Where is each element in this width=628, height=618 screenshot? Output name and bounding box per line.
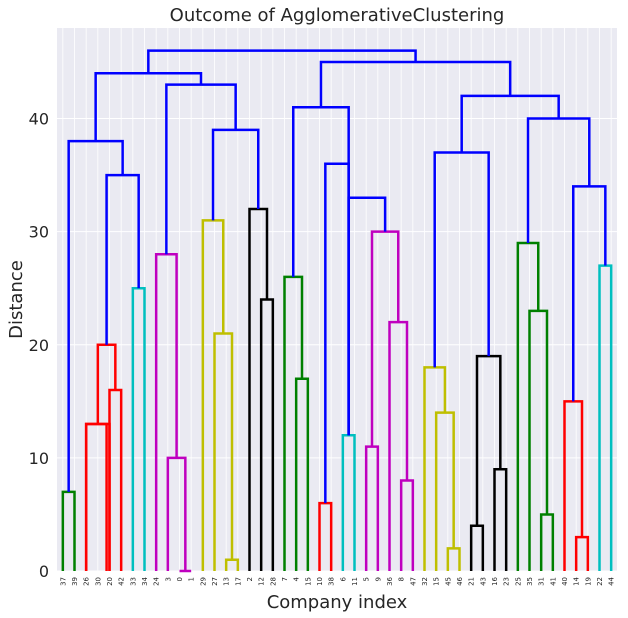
x-tick-label: 19: [584, 577, 592, 586]
x-tick-label: 31: [538, 577, 546, 586]
dendrogram-link: [224, 558, 240, 571]
dendrogram-link: [528, 309, 549, 571]
y-axis-label: Distance: [6, 260, 27, 339]
x-tick-label: 10: [316, 577, 324, 586]
x-tick-label: 41: [549, 577, 557, 586]
x-tick-label: 33: [129, 577, 137, 586]
dendrogram-link: [598, 264, 613, 571]
x-tick-label: 28: [269, 577, 277, 586]
x-tick-label: 0: [176, 577, 184, 581]
x-tick-label: 17: [234, 577, 242, 586]
y-tick-label: 20: [29, 336, 49, 355]
x-tick-label: 40: [561, 577, 569, 586]
dendrogram-link: [364, 445, 380, 571]
x-tick-label: 1: [188, 577, 196, 581]
x-tick-label: 26: [83, 576, 91, 585]
dendrogram-link: [433, 151, 490, 368]
y-tick-label: 0: [39, 562, 49, 581]
x-axis-label: Company index: [267, 592, 408, 613]
x-tick-label: 13: [223, 577, 231, 586]
x-tick-label: 34: [141, 576, 149, 585]
x-tick-label: 24: [153, 576, 161, 585]
x-tick-label: 30: [94, 577, 102, 586]
dendrogram-links: [61, 49, 613, 573]
x-tick-label: 42: [118, 577, 126, 586]
dendrogram-link: [105, 173, 140, 345]
x-tick-label: 25: [514, 577, 522, 586]
x-tick-label: 11: [351, 577, 359, 586]
y-tick-label: 10: [29, 449, 49, 468]
x-tick-label: 38: [328, 577, 336, 586]
dendrogram-link: [539, 513, 555, 571]
x-tick-label: 27: [211, 577, 219, 586]
x-tick-label: 9: [374, 577, 382, 581]
x-tick-label: 3: [164, 577, 172, 581]
x-tick-label: 45: [444, 577, 452, 586]
dendrogram-link: [574, 535, 590, 571]
x-tick-label: 7: [281, 577, 289, 581]
x-tick-label: 22: [596, 577, 604, 586]
y-tick-label: 40: [29, 110, 49, 129]
y-tick-labels: 0 10 20 30 40: [29, 110, 49, 582]
x-tick-label: 15: [304, 577, 312, 586]
x-tick-label: 29: [199, 577, 207, 586]
x-tick-label: 23: [503, 577, 511, 586]
x-tick-label: 47: [409, 577, 417, 586]
x-tick-label: 43: [479, 577, 487, 586]
dendrogram-link: [294, 377, 310, 571]
dendrogram-link: [563, 400, 584, 571]
x-tick-labels: 37 39 26 30 20 42 33 34 24 3 0 1 29 27 13 17 2 12 28 7 4 15 10…: [59, 576, 615, 585]
dendrogram-link: [516, 241, 540, 571]
x-tick-label: 2: [246, 577, 254, 581]
x-tick-label: 5: [363, 577, 371, 581]
dendrogram-link: [147, 49, 417, 74]
x-tick-label: 44: [608, 576, 616, 585]
x-tick-label: 12: [258, 577, 266, 586]
x-tick-label: 15: [433, 577, 441, 586]
x-tick-label: 39: [71, 577, 79, 586]
x-tick-label: 32: [421, 577, 429, 586]
dendrogram-link: [211, 128, 260, 221]
plot-background: [57, 28, 617, 571]
dendrogram-link: [131, 286, 146, 571]
x-tick-label: 46: [456, 576, 464, 585]
x-tick-label: 20: [106, 577, 114, 586]
x-tick-label: 36: [386, 576, 394, 585]
dendrogram-link: [213, 332, 234, 571]
x-tick-label: 4: [293, 576, 301, 581]
dendrogram-link: [84, 422, 108, 571]
x-tick-label: 21: [468, 577, 476, 586]
dendrogram-link: [475, 354, 502, 526]
y-tick-label: 30: [29, 223, 49, 242]
chart-title: Outcome of AgglomerativeClustering: [170, 5, 505, 26]
dendrogram-link: [61, 490, 76, 571]
x-tick-label: 37: [59, 577, 67, 586]
dendrogram-link: [292, 105, 350, 436]
x-tick-label: 6: [339, 576, 347, 581]
x-tick-label: 14: [573, 576, 581, 585]
dendrogram-link: [201, 219, 225, 571]
x-tick-label: 16: [491, 576, 499, 585]
x-tick-label: 8: [398, 577, 406, 581]
dendrogram-link: [493, 467, 508, 571]
x-tick-label: 35: [526, 577, 534, 586]
